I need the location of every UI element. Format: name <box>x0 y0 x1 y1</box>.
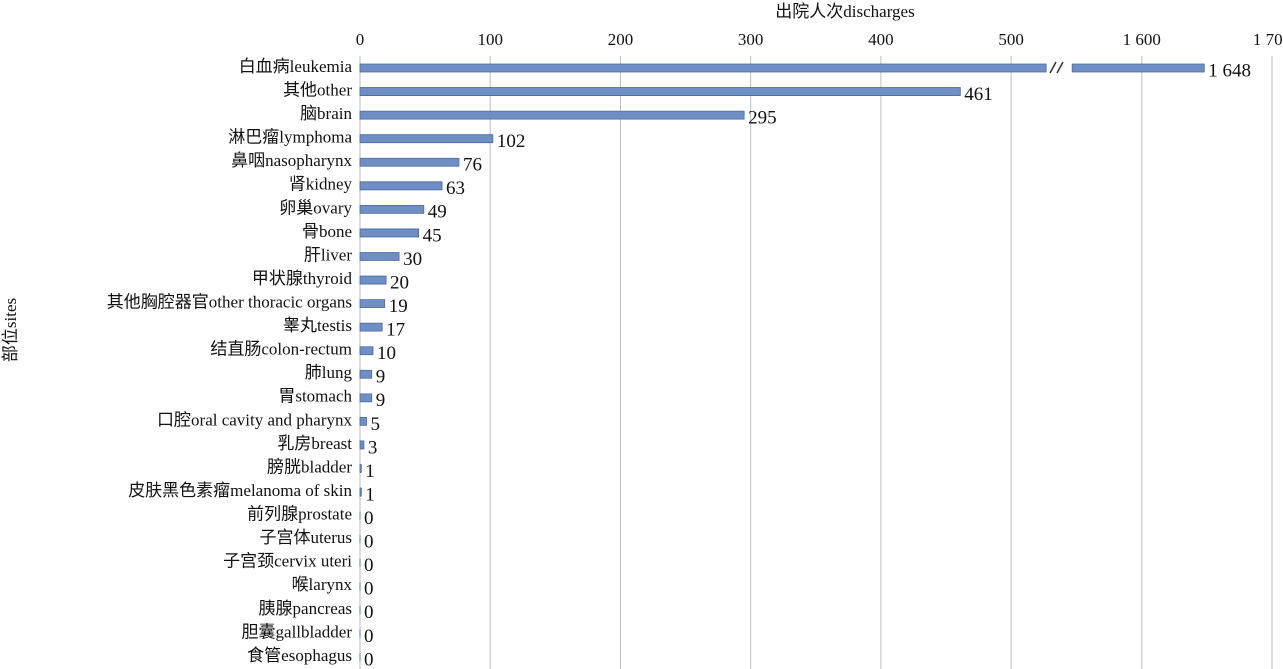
y-tick-label: 前列腺prostate <box>247 505 352 524</box>
y-tick-label: 卵巢ovary <box>279 198 352 217</box>
y-tick-label: 结直肠colon-rectum <box>210 340 352 359</box>
y-tick-label: 其他胸腔器官other thoracic organs <box>107 293 352 312</box>
value-label: 0 <box>364 555 374 576</box>
bar <box>359 63 1205 73</box>
bar <box>359 87 961 96</box>
bar <box>359 110 745 120</box>
axis-break-mark <box>1049 61 1064 74</box>
value-label: 76 <box>463 155 482 176</box>
bar <box>359 181 443 191</box>
bar <box>359 299 386 308</box>
value-label: 9 <box>376 367 386 388</box>
y-tick-label: 脑brain <box>300 104 352 123</box>
bar <box>359 204 425 214</box>
bar <box>359 157 460 167</box>
y-tick-label: 其他other <box>283 80 352 99</box>
y-tick-label: 淋巴瘤lymphoma <box>228 128 352 147</box>
y-tick-label: 甲状腺thyroid <box>252 269 353 288</box>
bar <box>359 393 373 403</box>
x-tick-label: 200 <box>608 30 634 49</box>
bar <box>359 417 367 426</box>
value-label: 102 <box>497 131 526 152</box>
y-tick-label: 子宫体uterus <box>259 528 352 547</box>
x-axis-title: 出院人次discharges <box>775 2 914 21</box>
value-label: 49 <box>428 202 447 223</box>
y-tick-label: 皮肤黑色素瘤melanoma of skin <box>128 481 352 500</box>
y-tick-label: 骨bone <box>302 222 352 241</box>
y-tick-label: 胃stomach <box>278 387 352 406</box>
value-label: 0 <box>364 532 374 553</box>
value-label: 1 <box>365 461 375 482</box>
x-tick-label: 1 700 <box>1253 30 1283 49</box>
x-tick-label: 1 600 <box>1123 30 1161 49</box>
value-label: 63 <box>446 178 465 199</box>
value-label: 0 <box>364 602 374 623</box>
y-axis-title: 部位sites <box>1 298 20 362</box>
value-label: 3 <box>368 437 378 458</box>
y-tick-label: 膀胱bladder <box>267 457 352 476</box>
bar <box>359 275 387 285</box>
y-tick-label: 白血病leukemia <box>239 57 353 76</box>
bar <box>359 228 419 238</box>
y-tick-label: 鼻咽nasopharynx <box>231 151 352 170</box>
value-label: 0 <box>364 649 374 669</box>
y-tick-label: 胰腺pancreas <box>259 599 352 618</box>
y-tick-label: 喉larynx <box>292 575 353 594</box>
y-tick-label: 睾丸testis <box>283 316 352 335</box>
y-tick-label: 口腔oral cavity and pharynx <box>157 410 352 429</box>
y-tick-label: 肺lung <box>305 363 353 382</box>
y-tick-label: 子宫颈cervix uteri <box>223 552 352 571</box>
bar <box>359 134 494 144</box>
value-label: 0 <box>364 579 374 600</box>
value-label: 0 <box>364 626 374 647</box>
bar <box>359 252 400 261</box>
value-label: 0 <box>364 508 374 529</box>
value-label: 10 <box>377 343 396 364</box>
y-tick-label: 胆囊gallbladder <box>242 622 353 641</box>
bar <box>359 440 365 450</box>
bar <box>359 322 383 332</box>
value-label: 20 <box>390 272 409 293</box>
value-label: 5 <box>371 414 381 435</box>
x-tick-label: 400 <box>868 30 894 49</box>
value-label: 461 <box>964 84 993 105</box>
value-label: 19 <box>389 296 408 317</box>
y-tick-label: 肾kidney <box>289 175 353 194</box>
value-label: 1 648 <box>1208 60 1251 81</box>
value-label: 30 <box>403 249 422 270</box>
bar <box>359 369 373 379</box>
y-tick-label: 食管esophagus <box>247 646 352 665</box>
bar <box>359 464 362 473</box>
x-tick-label: 300 <box>738 30 764 49</box>
value-label: 9 <box>376 390 386 411</box>
y-tick-label: 乳房breast <box>277 434 352 453</box>
value-label: 295 <box>748 107 777 128</box>
bar <box>359 346 374 356</box>
bar <box>359 487 362 497</box>
x-tick-label: 500 <box>998 30 1024 49</box>
x-tick-label: 0 <box>356 30 365 49</box>
value-label: 45 <box>423 225 442 246</box>
x-tick-label: 100 <box>477 30 503 49</box>
value-label: 1 <box>365 484 375 505</box>
y-tick-label: 肝liver <box>304 245 352 264</box>
value-label: 17 <box>386 320 405 341</box>
